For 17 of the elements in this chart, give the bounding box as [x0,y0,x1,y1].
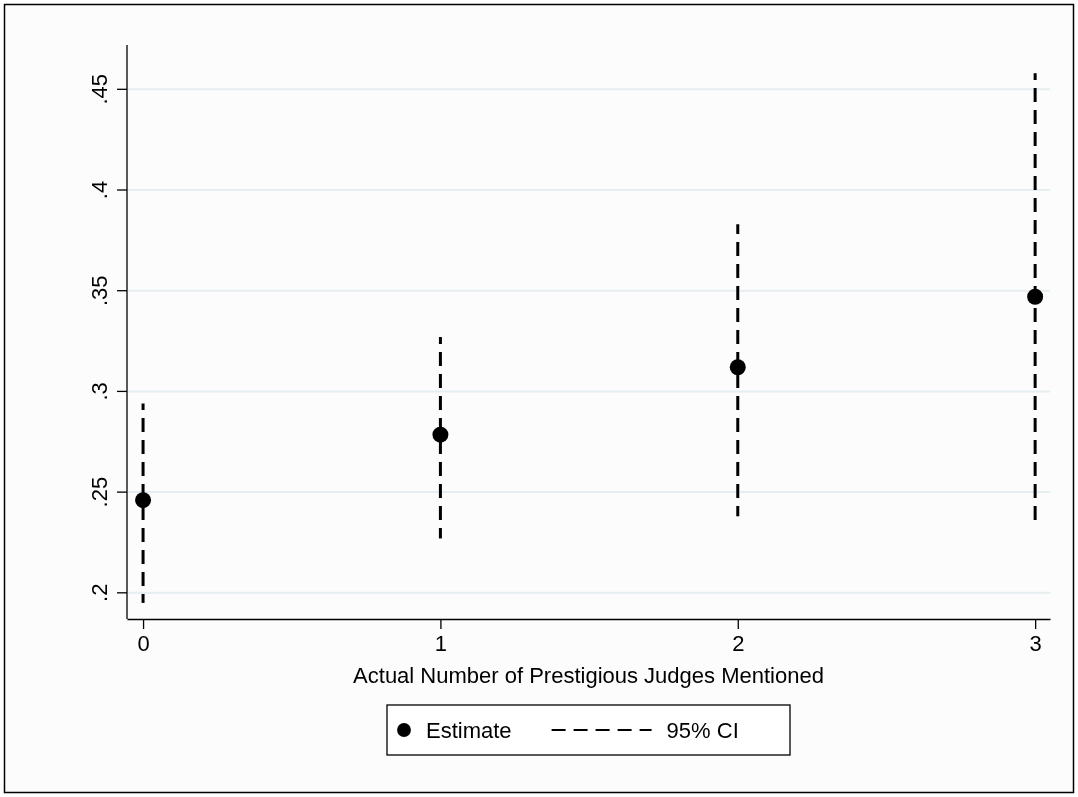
point [1027,288,1044,305]
y-tick-label: .25 [86,476,112,508]
y-tick-label: .35 [86,275,112,307]
x-tick-label: 0 [137,630,150,656]
x-tick-label: 2 [732,630,745,656]
point [729,359,746,376]
x-tick-label: 1 [434,630,448,656]
x-tick-label: 3 [1029,630,1042,656]
point [135,492,152,509]
y-tick-label: .4 [86,180,112,200]
y-tick-label: .3 [86,382,112,401]
legend-label: 95% CI [666,718,739,743]
legend-label: Estimate [426,718,512,743]
point [432,426,449,443]
x-axis-title: Actual Number of Prestigious Judges Mentioned [353,663,824,688]
y-tick-label: .2 [86,583,112,602]
y-tick-label: .45 [86,74,112,105]
